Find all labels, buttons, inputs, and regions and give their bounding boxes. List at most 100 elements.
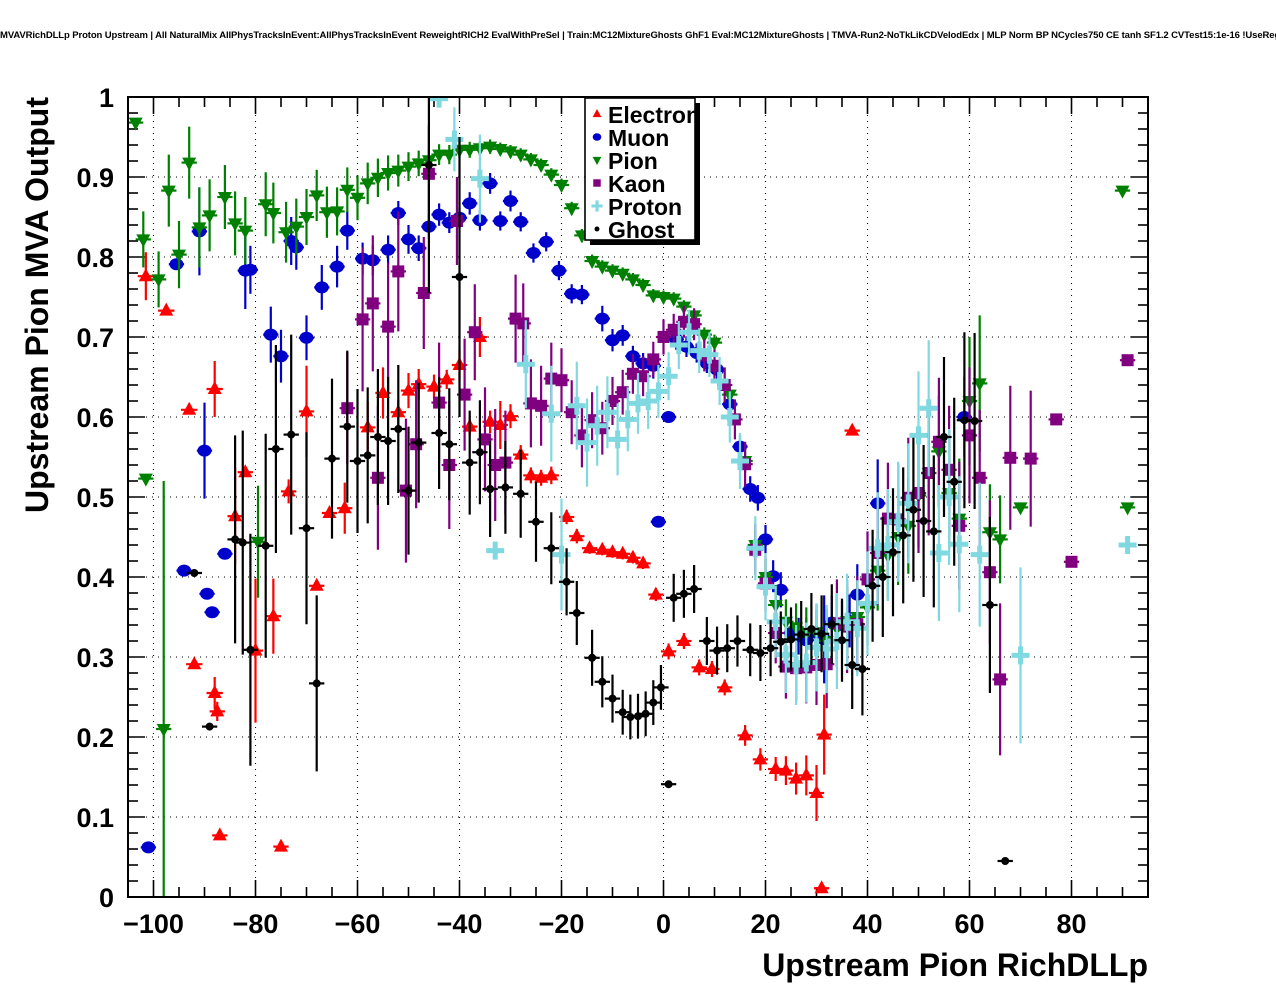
data-marker	[690, 585, 699, 593]
data-marker	[700, 345, 719, 364]
data-marker	[929, 527, 938, 536]
legend-entry-muon[interactable]: Muon	[592, 125, 670, 151]
data-marker	[940, 488, 959, 506]
data-marker	[799, 767, 814, 781]
data-marker	[493, 215, 508, 227]
data-marker	[594, 226, 600, 232]
data-marker	[513, 149, 528, 163]
data-marker	[523, 154, 538, 168]
legend-entry-pion[interactable]: Pion	[592, 148, 658, 174]
data-marker	[899, 531, 908, 540]
data-marker	[648, 586, 663, 600]
data-marker	[970, 545, 989, 564]
y-axis-title: Upstream Pion MVA Output	[19, 97, 55, 513]
data-marker	[636, 555, 651, 569]
data-marker	[588, 416, 607, 435]
data-marker	[950, 535, 969, 554]
data-marker	[807, 625, 816, 633]
x-tick-label: −40	[437, 909, 483, 939]
legend-entry-ghost[interactable]: Ghost	[594, 217, 675, 243]
data-marker	[445, 130, 464, 149]
data-marker	[593, 179, 601, 187]
data-marker	[1118, 536, 1137, 554]
data-marker	[544, 169, 559, 183]
legend-label: Ghost	[608, 217, 675, 243]
data-marker	[322, 505, 337, 518]
data-marker	[462, 197, 477, 210]
data-marker	[238, 538, 247, 547]
data-marker	[442, 149, 457, 163]
data-marker	[299, 212, 314, 225]
data-marker	[592, 156, 602, 165]
data-marker	[746, 645, 755, 654]
data-marker	[138, 268, 153, 282]
data-marker	[554, 180, 569, 193]
data-marker	[246, 645, 255, 654]
y-tick-label: 0.7	[76, 323, 114, 353]
data-marker	[637, 370, 650, 383]
y-tick-labels: 0 0.1 0.2 0.3 0.4 0.5 0.6 0.7 0.8 0.9 1	[76, 83, 114, 913]
data-marker	[817, 629, 826, 638]
data-marker	[1001, 857, 1010, 865]
data-marker	[639, 392, 658, 410]
data-marker	[656, 292, 671, 305]
data-marker	[205, 606, 220, 619]
data-marker	[574, 288, 589, 301]
data-marker	[279, 227, 294, 241]
data-marker	[972, 378, 987, 392]
data-marker	[501, 483, 510, 492]
data-marker	[414, 438, 423, 447]
data-marker	[450, 215, 463, 227]
data-marker	[356, 313, 369, 326]
data-marker	[516, 355, 535, 374]
data-marker	[564, 203, 579, 217]
legend-box	[584, 97, 696, 241]
data-marker	[384, 437, 393, 445]
y-tick-label: 0.3	[76, 643, 114, 673]
x-tick-label: −80	[233, 909, 279, 939]
data-marker	[302, 524, 311, 533]
data-marker	[360, 178, 375, 192]
data-marker	[551, 264, 566, 277]
data-marker	[207, 685, 222, 698]
data-marker	[552, 545, 571, 564]
data-marker	[569, 528, 584, 542]
data-marker	[427, 378, 441, 392]
data-marker	[776, 637, 785, 646]
data-marker	[899, 494, 918, 513]
data-marker	[661, 643, 676, 657]
data-marker	[838, 612, 857, 631]
data-marker	[807, 638, 826, 657]
data-marker	[200, 587, 215, 600]
data-marker	[592, 133, 602, 141]
data-marker	[401, 161, 416, 175]
data-marker	[572, 609, 581, 617]
data-marker	[766, 612, 785, 631]
x-tick-label: −100	[123, 909, 184, 939]
data-marker	[746, 539, 765, 558]
data-marker	[615, 268, 630, 282]
legend-entry-electron[interactable]: Electron	[592, 102, 700, 128]
x-tick-label: 40	[852, 909, 882, 939]
data-marker	[340, 184, 355, 198]
data-marker	[605, 334, 620, 347]
data-marker	[615, 329, 630, 342]
data-marker	[659, 367, 678, 386]
data-marker	[445, 440, 454, 449]
data-marker	[1050, 413, 1063, 426]
data-marker	[585, 256, 600, 269]
data-marker	[312, 679, 321, 688]
y-tick-label: 0.5	[76, 483, 114, 513]
data-marker	[129, 117, 143, 131]
data-marker	[598, 677, 607, 686]
data-marker	[210, 703, 225, 717]
legend-entry-proton[interactable]: Proton	[591, 194, 682, 220]
legend-entry-kaon[interactable]: Kaon	[593, 171, 666, 197]
data-marker	[559, 509, 574, 522]
data-marker	[697, 329, 712, 343]
data-marker	[666, 293, 681, 307]
data-marker	[217, 547, 232, 560]
data-marker	[281, 483, 296, 497]
series-electron	[137, 252, 860, 894]
